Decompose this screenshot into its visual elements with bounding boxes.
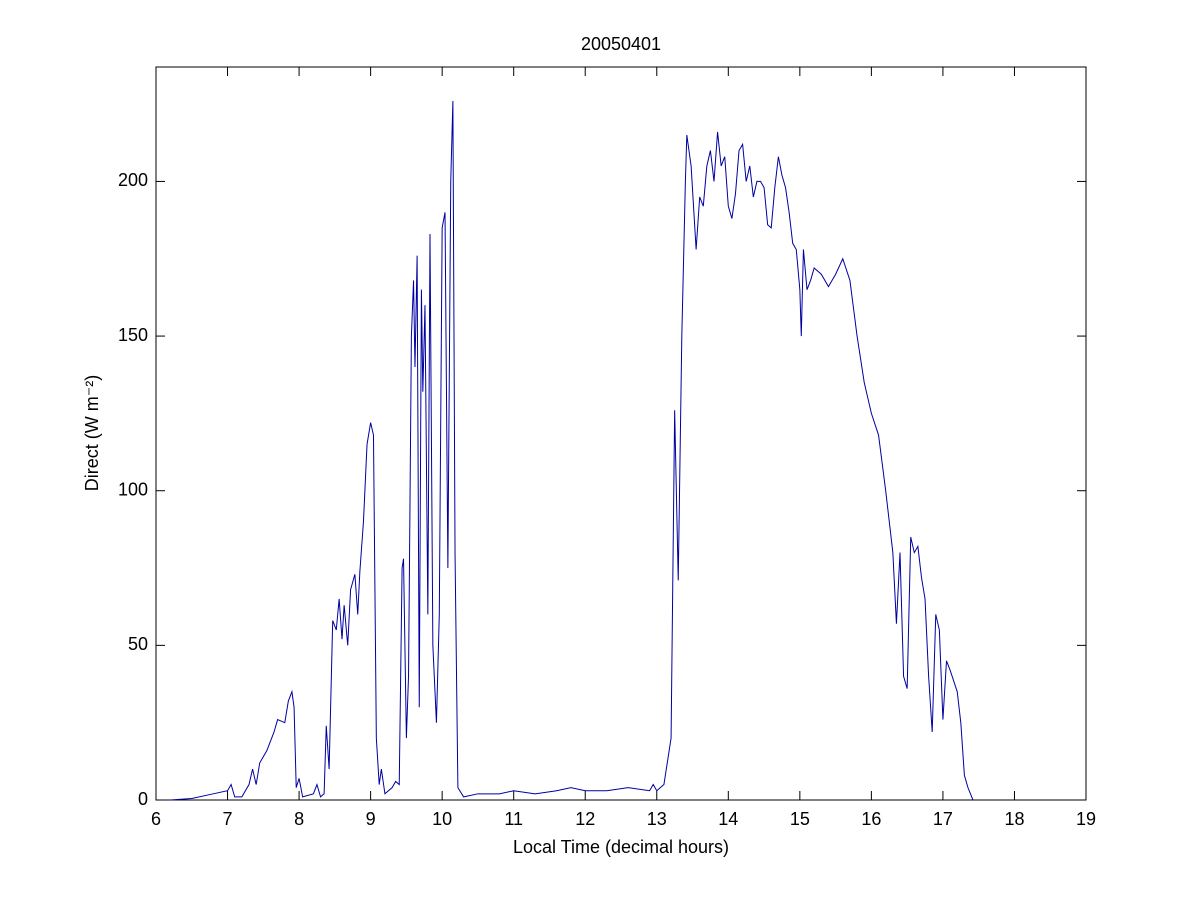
y-tick-label: 200 [118,170,148,190]
x-tick-label: 18 [1004,809,1024,829]
plot-frame [155,66,1087,801]
y-tick-label: 150 [118,325,148,345]
x-tick-label: 10 [432,809,452,829]
x-tick-label: 12 [575,809,595,829]
x-tick-label: 8 [294,809,304,829]
x-tick-label: 11 [504,809,523,829]
x-tick-label: 7 [223,809,233,829]
y-axis-label: Direct (W m⁻²) [82,375,102,491]
y-tick-label: 0 [138,789,148,809]
x-tick-label: 16 [861,809,881,829]
x-tick-label: 9 [366,809,376,829]
x-tick-label: 14 [718,809,738,829]
x-tick-label: 19 [1076,809,1096,829]
chart-title: 20050401 [581,34,661,54]
x-tick-label: 17 [933,809,953,829]
y-tick-label: 50 [128,634,148,654]
x-tick-label: 15 [790,809,810,829]
y-tick-label: 100 [118,479,148,499]
x-tick-label: 6 [151,809,161,829]
x-axis-label: Local Time (decimal hours) [513,837,729,857]
x-tick-label: 13 [647,809,667,829]
data-line [170,101,974,801]
